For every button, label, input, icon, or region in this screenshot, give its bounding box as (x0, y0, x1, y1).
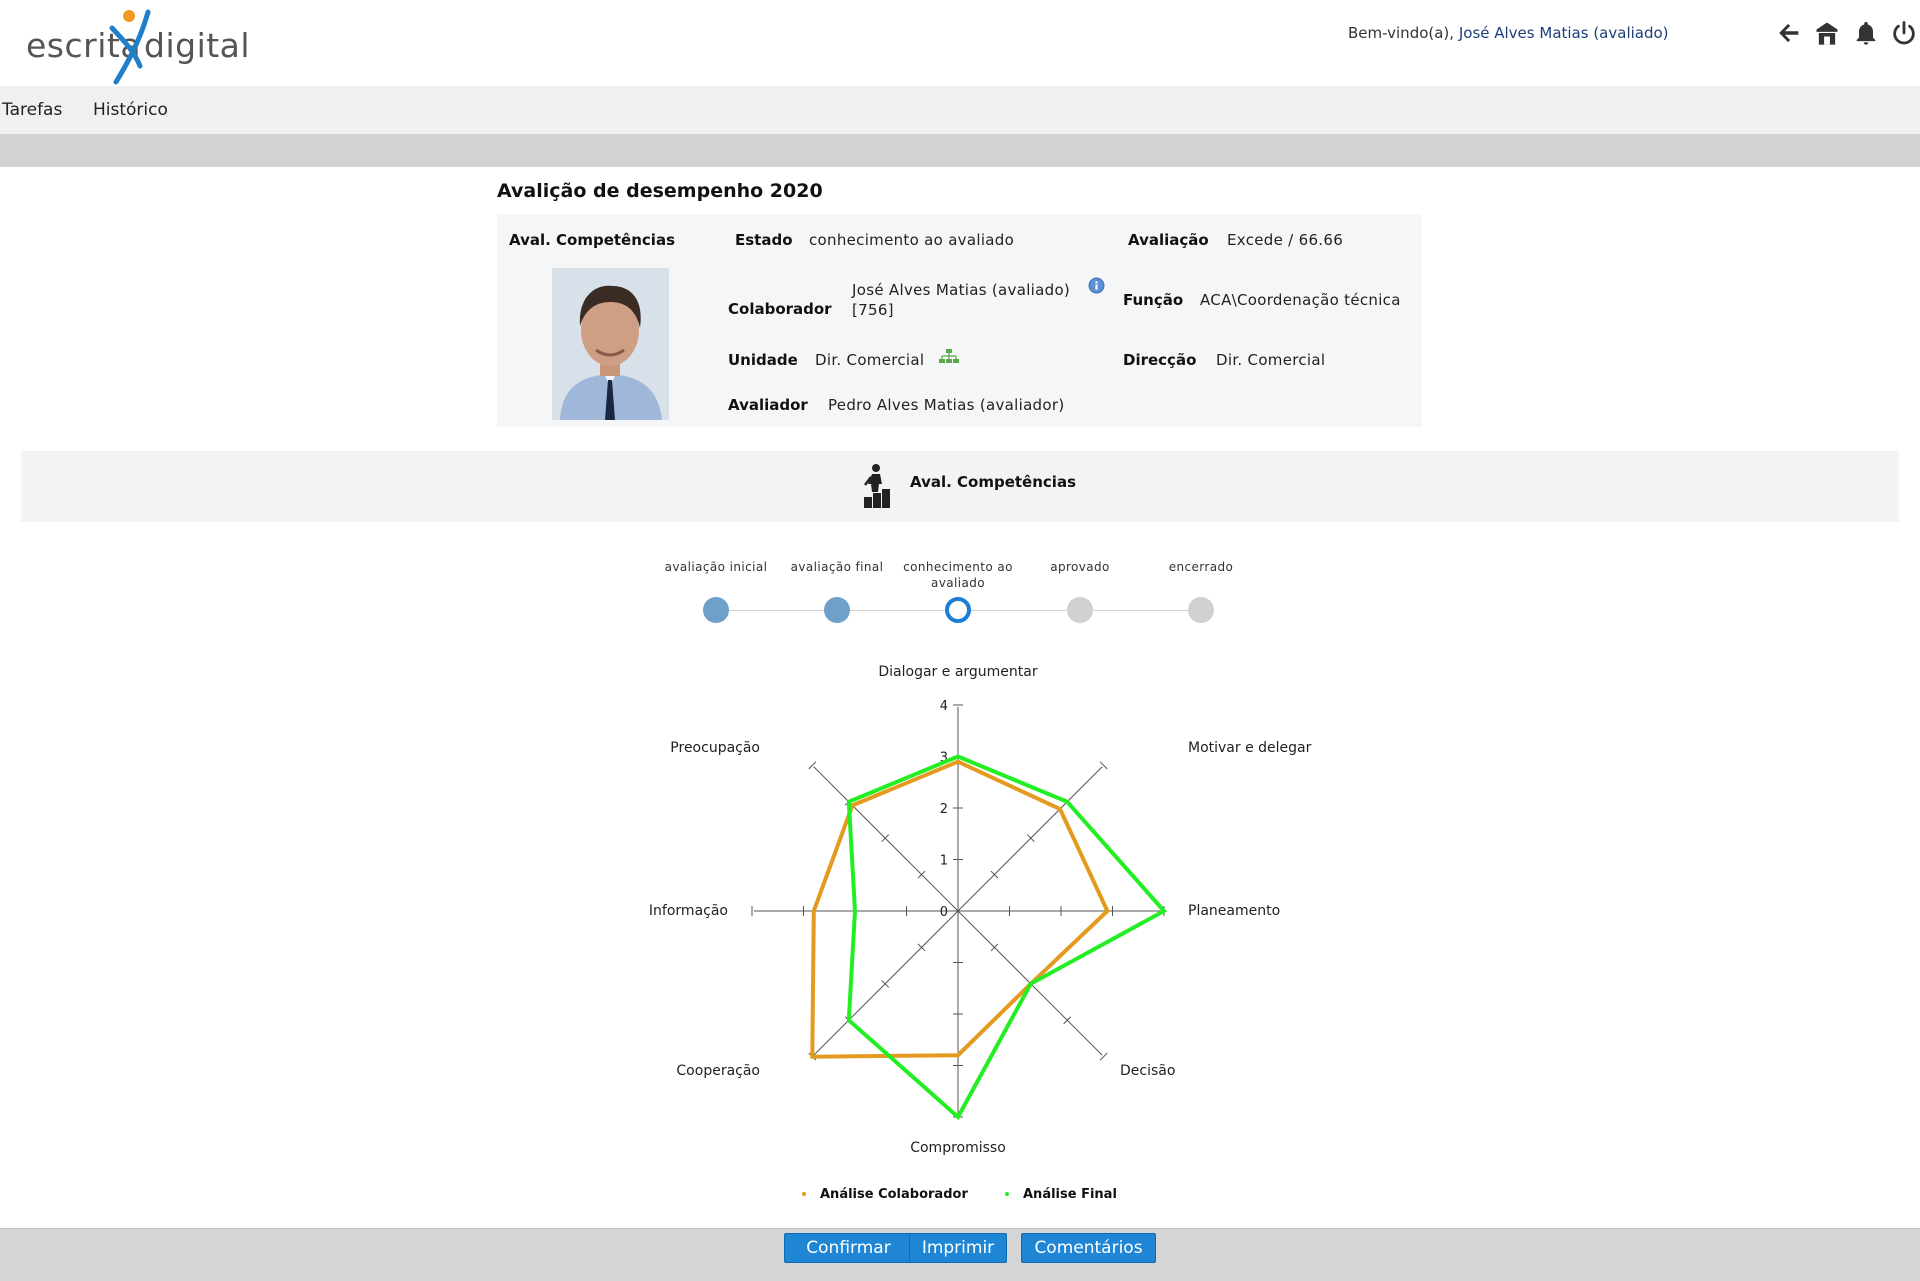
nav-historico[interactable]: Histórico (93, 100, 168, 120)
radar-series-colaborador (810, 759, 1110, 1059)
radar-axis-tick (1099, 761, 1108, 770)
avaliador-label: Avaliador (728, 396, 808, 414)
step-label-avaliacao-final: avaliação final (790, 560, 884, 574)
back-arrow-icon[interactable] (1775, 19, 1803, 47)
direccao-value: Dir. Comercial (1216, 351, 1326, 369)
radar-axis-label: Cooperação (676, 1063, 760, 1079)
legend-label: Análise Colaborador (820, 1187, 968, 1202)
welcome-user[interactable]: José Alves Matias (avaliado) (1458, 24, 1669, 42)
radar-axis-line (957, 766, 1103, 912)
colaborador-label: Colaborador (728, 300, 832, 318)
welcome-prefix: Bem-vindo(a), (1348, 24, 1455, 42)
estado-label: Estado (735, 231, 793, 249)
step-label-conhecimento: conhecimento ao avaliado (903, 560, 1013, 590)
power-icon[interactable] (1890, 19, 1918, 47)
radar-axis-label: Compromisso (910, 1140, 1006, 1156)
legend-marker (1005, 1192, 1009, 1196)
colaborador-id: [756] (852, 301, 894, 319)
employee-portrait (552, 268, 669, 420)
logo-figure-icon (109, 9, 151, 85)
radar-axis-tick (990, 943, 999, 952)
radar-series-final (846, 754, 1168, 1121)
employee-photo (552, 268, 669, 420)
info-section-label: Aval. Competências (509, 231, 675, 249)
radar-axis-line (813, 766, 959, 912)
radar-axis-tick (1026, 834, 1035, 843)
radar-tick-label: 0 (940, 905, 948, 920)
radar-tick-label: 4 (940, 699, 948, 714)
career-climb-icon (864, 464, 890, 508)
radar-axis-tick (917, 870, 926, 879)
section-title: Aval. Competências (910, 473, 1076, 491)
radar-axis-tick (881, 979, 890, 988)
unidade-value: Dir. Comercial (815, 351, 925, 369)
step-dot-conhecimento[interactable] (945, 597, 971, 623)
step-dot-avaliacao-final[interactable] (824, 597, 850, 623)
radar-axis-tick (917, 943, 926, 952)
bell-icon[interactable] (1852, 19, 1880, 47)
radar-axis-label: Informação (649, 903, 728, 919)
radar-axis-label: Planeamento (1188, 903, 1280, 919)
direccao-label: Direcção (1123, 351, 1197, 369)
radar-axis-tick (881, 834, 890, 843)
welcome-message: Bem-vindo(a), José Alves Matias (avaliad… (1348, 24, 1669, 42)
legend-label: Análise Final (1023, 1187, 1117, 1202)
radar-tick-label: 3 (940, 751, 948, 766)
radar-tick-label: 1 (940, 854, 948, 869)
radar-axis-tick (1099, 1052, 1108, 1061)
radar-axis-tick (1063, 1016, 1072, 1025)
radar-axis-tick (990, 870, 999, 879)
radar-axis-label: Decisão (1120, 1063, 1175, 1079)
toolbar-strip (0, 134, 1920, 167)
step-label-avaliacao-inicial: avaliação inicial (664, 560, 768, 574)
confirm-button[interactable]: Confirmar (784, 1233, 913, 1263)
info-icon[interactable] (1088, 277, 1105, 294)
step-label-aprovado: aprovado (1050, 560, 1110, 574)
radar-axis-label: Preocupação (670, 740, 760, 756)
funcao-label: Função (1123, 291, 1184, 309)
nav-tarefas[interactable]: Tarefas (2, 100, 63, 120)
radar-tick-label: 2 (940, 802, 948, 817)
avaliacao-label: Avaliação (1128, 231, 1209, 249)
radar-axis-label: Motivar e delegar (1188, 740, 1312, 756)
funcao-value: ACA\Coordenação técnica (1200, 291, 1401, 309)
avaliador-value: Pedro Alves Matias (avaliador) (828, 396, 1065, 414)
logo-text-left: escrita (26, 26, 142, 65)
top-header: escrita digital Bem-vindo(a), José Alves… (0, 0, 1920, 86)
logo-text-right: digital (144, 26, 251, 65)
step-label-encerrado: encerrado (1168, 560, 1234, 574)
competencies-radar-chart: 0 1 2 3 4 Dialogar e argumentar Motivar e dele… (649, 664, 1312, 1202)
print-button[interactable]: Imprimir (909, 1233, 1007, 1263)
escrita-digital-logo[interactable]: escrita digital (24, 6, 250, 86)
estado-value: conhecimento ao avaliado (809, 231, 1015, 249)
step-dot-encerrado[interactable] (1188, 597, 1214, 623)
colaborador-name: José Alves Matias (avaliado) (852, 281, 1071, 299)
radar-axis-label: Dialogar e argumentar (878, 664, 1037, 680)
main-nav: Tarefas Histórico (0, 86, 1920, 134)
step-dot-avaliacao-inicial[interactable] (703, 597, 729, 623)
comments-button[interactable]: Comentários (1021, 1233, 1156, 1263)
radar-axis-tick (808, 761, 817, 770)
legend-marker (802, 1192, 806, 1196)
org-chart-icon[interactable] (938, 348, 960, 365)
avaliacao-value: Excede / 66.66 (1227, 231, 1344, 249)
radar-axis-line (813, 910, 959, 1056)
step-dot-aprovado[interactable] (1067, 597, 1093, 623)
home-icon[interactable] (1813, 19, 1841, 47)
page-title: Avalição de desempenho 2020 (497, 180, 823, 202)
competencies-section-header (21, 451, 1899, 522)
unidade-label: Unidade (728, 351, 798, 369)
